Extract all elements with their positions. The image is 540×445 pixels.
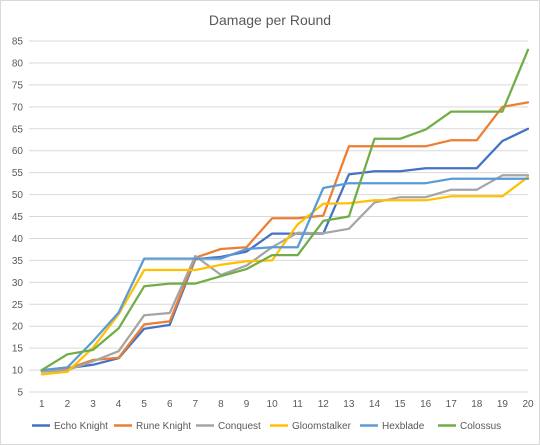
x-tick-label: 18 — [471, 399, 483, 410]
legend-label: Rune Knight — [136, 421, 191, 432]
y-tick-label: 50 — [12, 190, 24, 201]
y-tick-label: 35 — [12, 256, 24, 267]
legend-item-echo-knight: Echo Knight — [32, 421, 108, 432]
legend-label: Conquest — [218, 421, 261, 432]
y-tick-label: 20 — [12, 322, 24, 333]
y-tick-label: 10 — [12, 366, 24, 377]
y-tick-label: 70 — [12, 102, 24, 113]
series-line-conquest — [40, 174, 530, 373]
legend-item-conquest: Conquest — [196, 421, 261, 432]
series-line-hexblade — [40, 177, 530, 372]
x-tick-label: 19 — [497, 399, 509, 410]
x-tick-label: 7 — [193, 399, 199, 410]
x-tick-label: 15 — [394, 399, 406, 410]
legend-item-hexblade: Hexblade — [360, 421, 425, 432]
y-tick-label: 75 — [12, 80, 24, 91]
legend-label: Gloomstalker — [292, 421, 352, 432]
y-tick-label: 85 — [12, 37, 24, 48]
y-tick-label: 45 — [12, 212, 24, 223]
x-tick-label: 10 — [267, 399, 279, 410]
y-tick-label: 40 — [12, 234, 24, 245]
x-tick-label: 1 — [39, 399, 45, 410]
x-tick-label: 5 — [141, 399, 147, 410]
legend-label: Echo Knight — [54, 421, 108, 432]
gridlines — [29, 40, 528, 393]
x-tick-label: 8 — [218, 399, 224, 410]
y-tick-label: 25 — [12, 300, 24, 311]
series-line-echo-knight — [40, 127, 530, 373]
legend-item-rune-knight: Rune Knight — [114, 421, 191, 432]
series-line-gloomstalker — [40, 175, 530, 376]
x-tick-label: 12 — [318, 399, 330, 410]
series-lines — [40, 48, 530, 376]
x-tick-label: 2 — [65, 399, 71, 410]
x-tick-label: 6 — [167, 399, 173, 410]
chart-title: Damage per Round — [209, 12, 331, 28]
x-tick-label: 9 — [244, 399, 250, 410]
x-tick-label: 13 — [343, 399, 355, 410]
y-tick-label: 30 — [12, 278, 24, 289]
x-tick-label: 11 — [292, 399, 303, 410]
y-tick-label: 80 — [12, 58, 24, 69]
y-tick-label: 5 — [17, 388, 23, 399]
series-line-colossus — [40, 48, 530, 372]
y-tick-label: 55 — [12, 168, 24, 179]
legend-label: Colossus — [460, 421, 501, 432]
y-tick-label: 65 — [12, 124, 24, 135]
x-tick-label: 14 — [369, 399, 381, 410]
x-tick-label: 16 — [420, 399, 432, 410]
x-tick-label: 3 — [90, 399, 96, 410]
legend-item-colossus: Colossus — [438, 421, 501, 432]
series-line-rune-knight — [40, 101, 530, 372]
y-tick-label: 15 — [12, 344, 24, 355]
legend-label: Hexblade — [382, 421, 425, 432]
x-tick-label: 4 — [116, 399, 122, 410]
x-tick-label: 17 — [446, 399, 458, 410]
x-tick-label: 20 — [522, 399, 534, 410]
legend-item-gloomstalker: Gloomstalker — [270, 421, 352, 432]
legend: Echo Knight Rune Knight Conquest Gloomstalk… — [32, 421, 501, 432]
y-tick-label: 60 — [12, 146, 24, 157]
